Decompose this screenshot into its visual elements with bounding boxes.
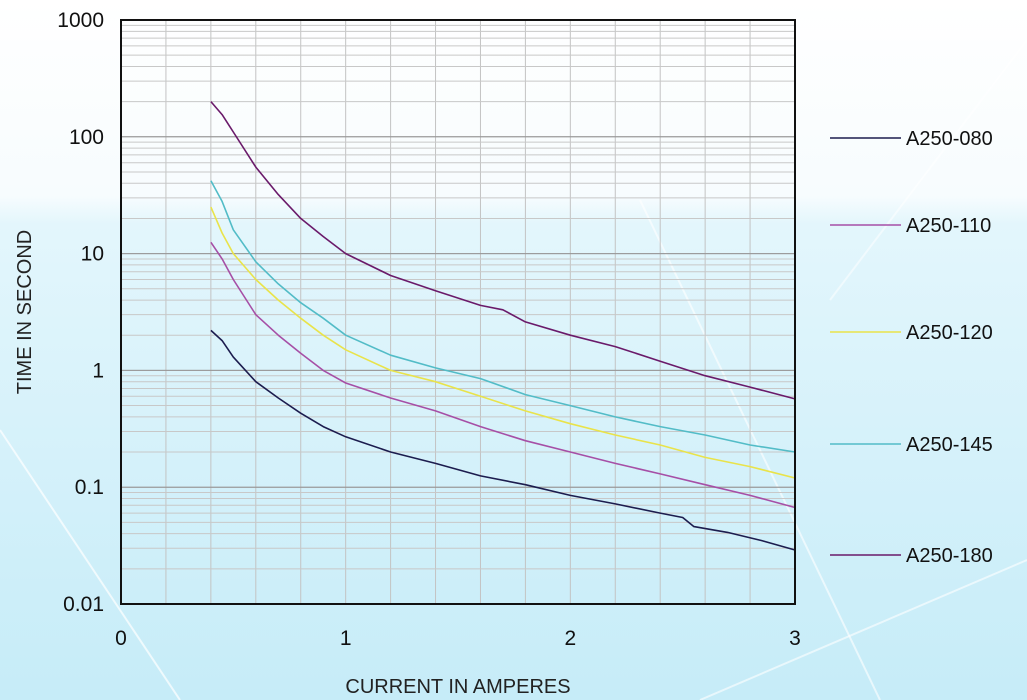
series-line-a250-120	[210, 206, 796, 479]
grid	[120, 19, 796, 605]
legend-label: A250-080	[906, 128, 993, 150]
plot-frame	[120, 19, 796, 605]
legend-label: A250-110	[906, 215, 991, 237]
y-tick-label: 0.01	[63, 593, 104, 616]
series-line-a250-110	[210, 241, 796, 509]
series-lines	[210, 101, 796, 551]
y-tick-label: 100	[69, 126, 104, 149]
y-tick-label: 1000	[57, 9, 104, 32]
tick-labels: 0 1 2 3 0.01 0.1 1 10 100 1000	[57, 9, 801, 650]
legend-label: A250-120	[906, 322, 993, 344]
y-tick-label: 1	[92, 359, 104, 382]
series-line-a250-145	[210, 180, 796, 453]
x-tick-label: 0	[115, 627, 127, 650]
series-line-a250-180	[210, 101, 796, 400]
series-line-a250-080	[210, 329, 796, 551]
y-tick-label: 10	[81, 243, 104, 266]
y-tick-label: 0.1	[75, 476, 104, 499]
x-tick-label: 2	[564, 627, 576, 650]
legend: A250-080 A250-110 A250-120 A250-145 A250-180	[830, 128, 993, 567]
x-axis-label: CURRENT IN AMPERES	[345, 676, 570, 698]
legend-label: A250-180	[906, 545, 993, 567]
y-axis-label: TIME IN SECOND	[14, 230, 36, 394]
x-tick-label: 3	[789, 627, 801, 650]
legend-label: A250-145	[906, 434, 993, 456]
x-tick-label: 1	[340, 627, 352, 650]
